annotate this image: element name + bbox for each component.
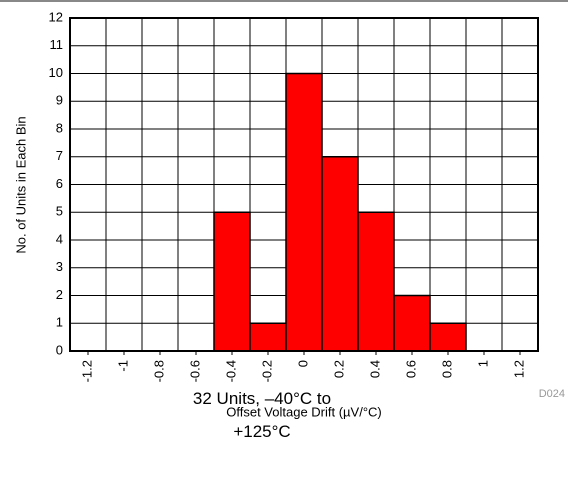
x-tick-label: 0 — [295, 360, 310, 367]
y-axis-label: No. of Units in Each Bin — [13, 116, 28, 253]
y-tick-label: 7 — [56, 148, 63, 163]
x-tick-label: 0.8 — [439, 360, 454, 378]
x-axis-label: Offset Voltage Drift (µV/°C) — [226, 404, 382, 419]
y-tick-label: 9 — [56, 93, 63, 108]
y-tick-label: 2 — [56, 287, 63, 302]
plot-frame — [69, 17, 539, 352]
y-tick-label: 10 — [49, 65, 63, 80]
x-tick-label: 0.6 — [403, 360, 418, 378]
y-tick-label: 4 — [56, 231, 63, 246]
y-tick-label: 12 — [49, 9, 63, 24]
figure-id: D024 — [539, 388, 565, 400]
x-tick-label: -1.2 — [79, 360, 94, 382]
x-tick-label: -0.6 — [187, 360, 202, 382]
bar — [357, 211, 395, 352]
annotation: 32 Units, –40°C to +125°C — [192, 389, 332, 441]
y-tick-label: 5 — [56, 204, 63, 219]
y-tick-label: 6 — [56, 176, 63, 191]
bar — [249, 322, 287, 352]
y-tick-label: 1 — [56, 315, 63, 330]
bar — [393, 294, 431, 352]
x-tick-label: 1 — [475, 360, 490, 367]
x-tick-label: -0.8 — [151, 360, 166, 382]
y-tick-label: 0 — [56, 342, 63, 357]
y-tick-label: 3 — [56, 259, 63, 274]
bar — [429, 322, 467, 352]
x-tick-label: -1 — [115, 360, 130, 372]
bar — [285, 72, 323, 352]
x-tick-label: -0.4 — [223, 360, 238, 382]
x-tick-label: 1.2 — [511, 360, 526, 378]
y-tick-label: 8 — [56, 120, 63, 135]
x-tick-label: 0.2 — [331, 360, 346, 378]
x-tick-label: -0.2 — [259, 360, 274, 382]
x-tick-label: 0.4 — [367, 360, 382, 378]
bar — [213, 211, 251, 352]
bar — [321, 156, 359, 352]
y-tick-label: 11 — [50, 37, 64, 52]
